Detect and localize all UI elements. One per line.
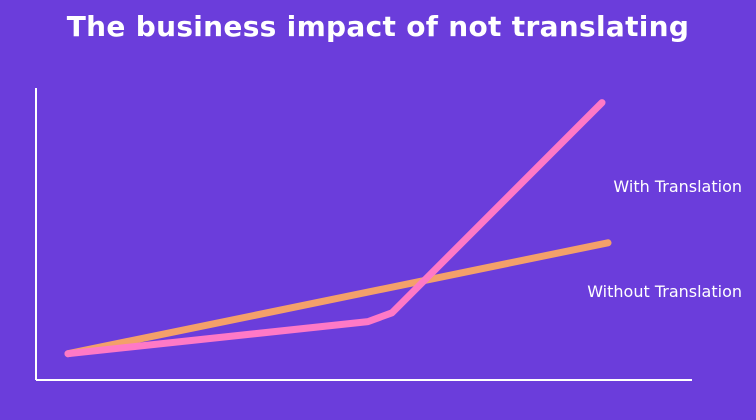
chart-title: The business impact of not translating xyxy=(66,10,690,43)
series-line-without-translation xyxy=(64,239,612,358)
plot-area xyxy=(35,88,692,381)
series-label-with-translation: With Translation xyxy=(613,177,742,196)
series-label-without-translation: Without Translation xyxy=(587,282,742,301)
series-line-with-translation xyxy=(64,99,606,358)
series-layer xyxy=(64,99,612,358)
